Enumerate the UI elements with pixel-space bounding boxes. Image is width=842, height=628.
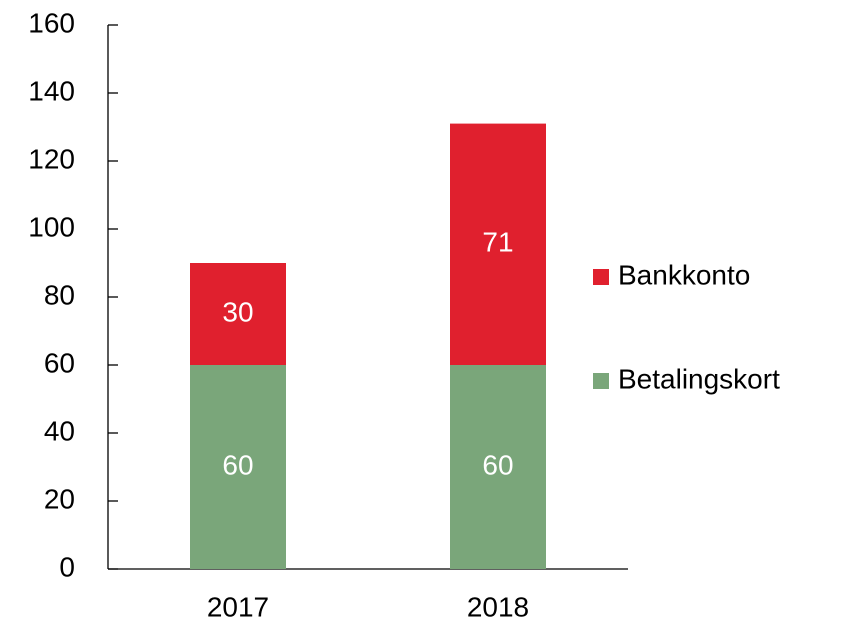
bar-segment bbox=[190, 263, 286, 365]
y-tick-label: 160 bbox=[28, 7, 75, 38]
y-tick-label: 60 bbox=[44, 347, 75, 378]
y-tick-label: 80 bbox=[44, 279, 75, 310]
x-tick-label: 2017 bbox=[207, 591, 269, 622]
legend-label: Bankkonto bbox=[618, 259, 750, 290]
y-tick-label: 20 bbox=[44, 483, 75, 514]
y-tick-label: 140 bbox=[28, 75, 75, 106]
bar-segment bbox=[450, 123, 546, 365]
y-tick-label: 40 bbox=[44, 415, 75, 446]
bar-segment bbox=[450, 365, 546, 569]
data-label: 71 bbox=[482, 227, 513, 258]
legend-swatch bbox=[593, 373, 609, 389]
data-label: 30 bbox=[222, 296, 253, 327]
y-tick-label: 0 bbox=[59, 551, 75, 582]
data-label: 60 bbox=[222, 449, 253, 480]
legend-label: Betalingskort bbox=[618, 363, 780, 394]
y-tick-label: 100 bbox=[28, 211, 75, 242]
y-tick-label: 120 bbox=[28, 143, 75, 174]
legend-swatch bbox=[593, 269, 609, 285]
data-label: 60 bbox=[482, 449, 513, 480]
bar-segment bbox=[190, 365, 286, 569]
x-tick-label: 2018 bbox=[467, 591, 529, 622]
